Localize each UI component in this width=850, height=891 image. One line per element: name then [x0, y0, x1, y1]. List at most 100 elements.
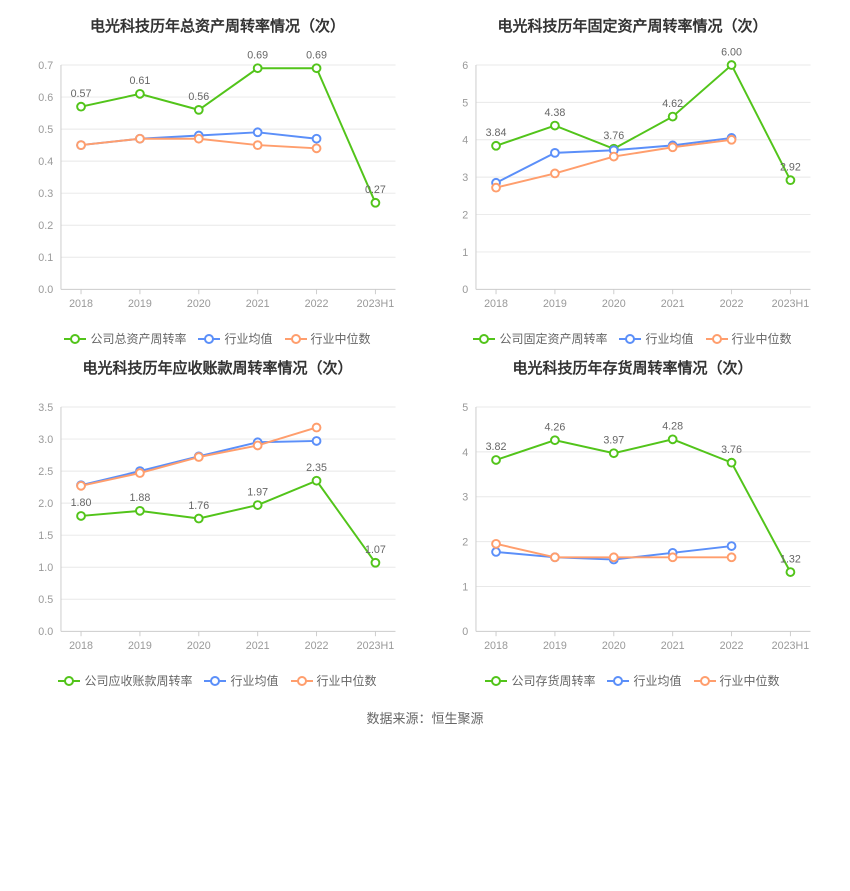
legend-label: 行业均值 — [230, 672, 278, 689]
svg-text:6.00: 6.00 — [721, 46, 742, 58]
svg-text:2018: 2018 — [69, 298, 93, 310]
chart-legend: 公司总资产周转率 行业均值 行业中位数 — [20, 330, 415, 347]
chart-canvas: 0.00.51.01.52.02.53.03.52018201920202021… — [20, 386, 415, 666]
svg-text:2018: 2018 — [484, 640, 508, 652]
svg-text:2021: 2021 — [246, 298, 270, 310]
svg-text:4.26: 4.26 — [544, 421, 565, 433]
svg-text:0: 0 — [462, 626, 468, 638]
svg-text:4: 4 — [462, 135, 468, 147]
svg-text:1: 1 — [462, 247, 468, 259]
svg-text:3.84: 3.84 — [486, 127, 507, 139]
svg-text:2022: 2022 — [720, 640, 744, 652]
svg-text:3: 3 — [462, 172, 468, 184]
svg-text:2019: 2019 — [128, 640, 152, 652]
svg-text:3.76: 3.76 — [721, 444, 742, 456]
chart-canvas: 0.0 0.1 0.2 0.3 0.4 0.5 0.6 0.7 2018 2019 2020 2021… — [20, 44, 415, 324]
svg-text:0.56: 0.56 — [188, 91, 209, 103]
legend-item: 行业中位数 — [706, 330, 792, 347]
svg-text:2022: 2022 — [720, 298, 744, 310]
chart-title: 电光科技历年存货周转率情况（次） — [435, 357, 830, 378]
svg-text:0.6: 0.6 — [38, 92, 53, 104]
legend-item: 公司总资产周转率 — [64, 330, 186, 347]
svg-text:2018: 2018 — [69, 640, 93, 652]
panel-total-asset: 电光科技历年总资产周转率情况（次） 0.00.10.20.30.40.50.60… — [10, 10, 425, 352]
legend-label: 行业均值 — [645, 330, 693, 347]
svg-text:3.76: 3.76 — [603, 130, 624, 142]
svg-text:2021: 2021 — [661, 640, 685, 652]
svg-text:0.5: 0.5 — [38, 124, 53, 136]
svg-text:3: 3 — [462, 492, 468, 504]
svg-text:0.4: 0.4 — [38, 156, 53, 168]
legend-label: 公司总资产周转率 — [90, 330, 186, 347]
svg-text:0.0: 0.0 — [38, 284, 53, 296]
data-source: 数据来源：恒生聚源 — [10, 708, 840, 727]
legend-label: 行业中位数 — [317, 672, 377, 689]
legend-label: 行业中位数 — [732, 330, 792, 347]
legend-label: 公司存货周转率 — [511, 672, 595, 689]
svg-text:0.1: 0.1 — [38, 252, 53, 264]
svg-text:0.2: 0.2 — [38, 220, 53, 232]
panel-receivables: 电光科技历年应收账款周转率情况（次） 0.00.51.01.52.02.53.0… — [10, 352, 425, 694]
chart-title: 电光科技历年总资产周转率情况（次） — [20, 15, 415, 36]
svg-text:2022: 2022 — [305, 640, 329, 652]
legend-label: 行业中位数 — [720, 672, 780, 689]
svg-text:2023H1: 2023H1 — [772, 298, 810, 310]
legend-item: 行业中位数 — [694, 672, 780, 689]
svg-text:1: 1 — [462, 581, 468, 593]
svg-text:2.5: 2.5 — [38, 466, 53, 478]
svg-text:1.5: 1.5 — [38, 530, 53, 542]
legend-item: 行业中位数 — [291, 672, 377, 689]
legend-item: 公司固定资产周转率 — [473, 330, 607, 347]
chart-legend: 公司固定资产周转率 行业均值 行业中位数 — [435, 330, 830, 347]
svg-text:2020: 2020 — [187, 298, 211, 310]
svg-text:0.5: 0.5 — [38, 594, 53, 606]
svg-text:2.92: 2.92 — [780, 161, 801, 173]
svg-text:6: 6 — [462, 60, 468, 72]
chart-legend: 公司应收账款周转率 行业均值 行业中位数 — [20, 672, 415, 689]
svg-text:0.3: 0.3 — [38, 188, 53, 200]
svg-text:2020: 2020 — [602, 298, 626, 310]
chart-canvas: 0123456201820192020202120222023H13.844.3… — [435, 44, 830, 324]
svg-text:1.32: 1.32 — [780, 553, 801, 565]
svg-text:3.82: 3.82 — [486, 441, 507, 453]
svg-text:2021: 2021 — [246, 640, 270, 652]
svg-text:5: 5 — [462, 97, 468, 109]
svg-text:5: 5 — [462, 402, 468, 414]
svg-text:1.0: 1.0 — [38, 562, 53, 574]
legend-item: 行业中位数 — [285, 330, 371, 347]
svg-text:1.80: 1.80 — [71, 497, 92, 509]
legend-item: 公司存货周转率 — [485, 672, 595, 689]
svg-text:3.97: 3.97 — [603, 434, 624, 446]
svg-text:2018: 2018 — [484, 298, 508, 310]
legend-label: 公司应收账款周转率 — [84, 672, 192, 689]
legend-item: 行业均值 — [204, 672, 278, 689]
legend-label: 行业均值 — [224, 330, 272, 347]
svg-text:1.76: 1.76 — [188, 500, 209, 512]
svg-text:3.5: 3.5 — [38, 402, 53, 414]
svg-text:2019: 2019 — [543, 640, 567, 652]
svg-text:2022: 2022 — [305, 298, 329, 310]
svg-text:2: 2 — [462, 209, 468, 221]
svg-text:0.27: 0.27 — [365, 184, 386, 196]
legend-item: 行业均值 — [198, 330, 272, 347]
svg-text:2019: 2019 — [543, 298, 567, 310]
legend-item: 行业均值 — [619, 330, 693, 347]
svg-text:2023H1: 2023H1 — [357, 640, 395, 652]
chart-grid: 电光科技历年总资产周转率情况（次） 0.00.10.20.30.40.50.60… — [10, 10, 840, 694]
svg-text:0.57: 0.57 — [71, 88, 92, 100]
svg-text:2: 2 — [462, 537, 468, 549]
chart-title: 电光科技历年应收账款周转率情况（次） — [20, 357, 415, 378]
svg-text:2019: 2019 — [128, 298, 152, 310]
legend-label: 行业中位数 — [311, 330, 371, 347]
svg-text:2.35: 2.35 — [306, 462, 327, 474]
legend-item: 行业均值 — [607, 672, 681, 689]
svg-text:0: 0 — [462, 284, 468, 296]
svg-text:0.69: 0.69 — [247, 49, 268, 61]
svg-text:4.28: 4.28 — [662, 421, 683, 433]
svg-text:2020: 2020 — [187, 640, 211, 652]
svg-text:4.62: 4.62 — [662, 98, 683, 110]
legend-label: 公司固定资产周转率 — [499, 330, 607, 347]
legend-label: 行业均值 — [633, 672, 681, 689]
svg-text:0.7: 0.7 — [38, 60, 53, 72]
chart-canvas: 012345201820192020202120222023H13.824.26… — [435, 386, 830, 666]
